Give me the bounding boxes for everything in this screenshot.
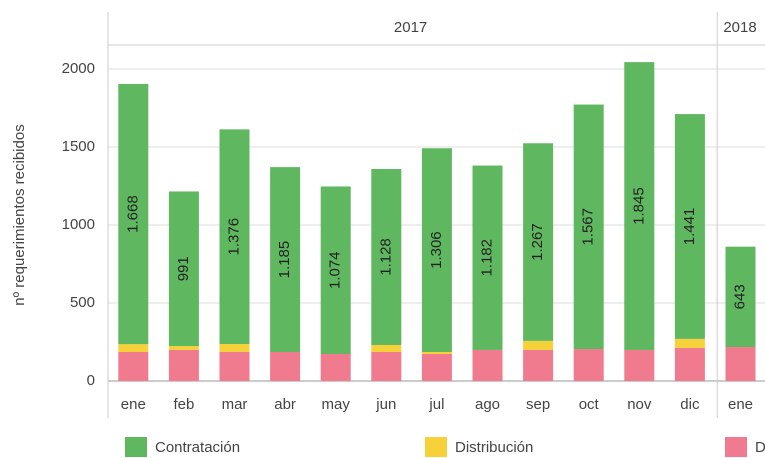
bar-segment [674, 347, 705, 381]
y-tick-label: 2000 [62, 60, 95, 77]
data-label: 1.306 [428, 231, 445, 269]
bar-segment [371, 344, 402, 352]
bar-segment [421, 351, 452, 355]
bar-segment [371, 168, 402, 345]
bar-segment [168, 191, 199, 347]
bar-segment [320, 186, 351, 355]
legend-label: Distribución [455, 439, 533, 456]
bar-segment [118, 344, 149, 352]
bar-segment [674, 338, 705, 348]
bar-segment [472, 349, 503, 381]
bar-segment [168, 346, 199, 350]
x-tick-label: mar [222, 396, 248, 413]
x-tick-label: dic [680, 396, 700, 413]
x-tick-label: jul [428, 396, 444, 413]
bar-segment [219, 344, 250, 352]
legend-swatch [425, 437, 447, 457]
bar-segment [472, 165, 503, 350]
legend-label: D [755, 439, 765, 456]
y-tick-label: 1000 [62, 216, 95, 233]
bar-segment [320, 354, 351, 381]
bar-segment [219, 351, 250, 381]
x-tick-label: jun [375, 396, 396, 413]
bar-segment [421, 354, 452, 381]
group-label: 2017 [394, 19, 427, 36]
y-tick-label: 500 [70, 294, 95, 311]
x-tick-label: feb [173, 396, 194, 413]
bar-segment [674, 114, 705, 339]
bar-segment [270, 351, 301, 381]
bar-segment [624, 349, 655, 381]
bar-segment [371, 351, 402, 381]
x-tick-label: may [322, 396, 351, 413]
x-tick-label: oct [579, 396, 600, 413]
x-tick-label: ene [728, 396, 753, 413]
bar-segment [118, 83, 149, 345]
bar-segment [523, 349, 554, 381]
bar-segment [270, 167, 301, 352]
data-label: 1.845 [630, 187, 647, 225]
data-label: 1.185 [276, 241, 293, 279]
bar-segment [421, 148, 452, 352]
bar-segment [573, 104, 604, 350]
bar-segment [573, 349, 604, 381]
x-tick-label: nov [627, 396, 652, 413]
bar-segment [219, 129, 250, 345]
data-label: 1.267 [529, 223, 546, 261]
legend-swatch [725, 437, 747, 457]
bar-segment [118, 351, 149, 381]
data-label: 1.182 [478, 239, 495, 277]
legend-swatch [125, 437, 147, 457]
data-label: 991 [175, 256, 192, 281]
x-tick-label: ene [121, 396, 146, 413]
group-label: 2018 [723, 19, 756, 36]
x-tick-label: abr [274, 396, 296, 413]
bar-segment [624, 62, 655, 350]
data-label: 1.668 [124, 195, 141, 233]
data-label: 1.074 [327, 251, 344, 289]
data-label: 643 [731, 284, 748, 309]
data-label: 1.128 [377, 238, 394, 276]
y-tick-label: 0 [87, 372, 95, 389]
legend-label: Contratación [155, 439, 240, 456]
data-label: 1.376 [225, 218, 242, 256]
bar-segment [725, 246, 756, 347]
data-label: 1.441 [681, 208, 698, 246]
bar-segment [725, 346, 756, 381]
data-label: 1.567 [580, 208, 597, 246]
y-axis-label: nº requerimientos recibidos [11, 124, 28, 305]
x-tick-label: sep [526, 396, 550, 413]
y-tick-label: 1500 [62, 138, 95, 155]
bar-segment [523, 340, 554, 350]
bar-segment [168, 349, 199, 381]
bar-segment [523, 143, 554, 341]
x-tick-label: ago [475, 396, 500, 413]
